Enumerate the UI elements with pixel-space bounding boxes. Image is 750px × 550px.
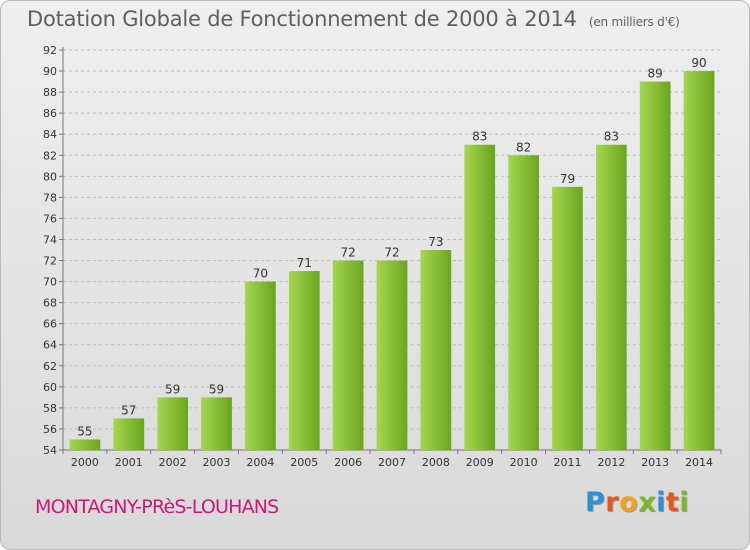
x-tick-label: 2013 — [641, 456, 669, 469]
y-tick-label: 58 — [43, 402, 57, 415]
bar-2005 — [288, 271, 320, 450]
y-tick-label: 68 — [43, 297, 57, 310]
bar-value-label: 59 — [165, 382, 180, 396]
bar-value-label: 72 — [384, 246, 399, 260]
bar-2003 — [201, 397, 232, 450]
logo-letter: x — [638, 487, 657, 518]
bar-2012 — [595, 144, 627, 450]
x-tick-label: 2011 — [553, 456, 581, 469]
x-tick-label: 2004 — [246, 456, 274, 469]
y-tick-label: 70 — [43, 276, 57, 289]
x-tick-label: 2003 — [203, 456, 231, 469]
x-tick-label: 2006 — [334, 456, 362, 469]
x-tick-label: 2005 — [290, 456, 318, 469]
y-tick-label: 54 — [43, 444, 57, 457]
y-tick-label: 84 — [43, 128, 57, 141]
x-tick-label: 2007 — [378, 456, 406, 469]
bar-value-label: 79 — [560, 172, 575, 186]
bar-2010 — [508, 155, 539, 450]
logo-letter: r — [605, 487, 620, 518]
bar-2002 — [157, 397, 189, 450]
bar-2001 — [113, 418, 145, 450]
y-tick-label: 86 — [43, 107, 57, 120]
logo-letter: i — [656, 487, 666, 518]
y-tick-label: 76 — [43, 212, 57, 225]
bar-2006 — [332, 260, 364, 450]
y-tick-label: 88 — [43, 86, 57, 99]
bar-value-label: 90 — [691, 56, 706, 70]
y-tick-label: 64 — [43, 339, 57, 352]
y-tick-label: 60 — [43, 381, 57, 394]
bar-value-label: 59 — [209, 382, 224, 396]
bar-value-label: 73 — [428, 235, 443, 249]
y-tick-label: 92 — [43, 44, 57, 57]
y-tick-label: 62 — [43, 360, 57, 373]
chart-title: Dotation Globale de Fonctionnement de 20… — [27, 7, 680, 31]
y-tick-label: 74 — [43, 233, 57, 246]
y-tick-label: 56 — [43, 423, 57, 436]
bar-2000 — [69, 439, 101, 450]
bar-value-label: 57 — [121, 403, 136, 417]
chart-subtitle: (en milliers d'€) — [588, 15, 680, 29]
commune-name: MONTAGNY-PRèS-LOUHANS — [35, 496, 279, 518]
proxiti-logo: Proxiti — [585, 487, 689, 518]
logo-letter: i — [679, 487, 690, 518]
bar-value-label: 89 — [648, 67, 663, 81]
y-tick-label: 80 — [43, 170, 57, 183]
y-tick-label: 78 — [43, 191, 57, 204]
y-tick-label: 72 — [43, 255, 57, 268]
x-tick-label: 2009 — [466, 456, 494, 469]
bar-2011 — [552, 186, 583, 450]
bar-2004 — [245, 281, 276, 450]
x-tick-label: 2010 — [510, 456, 538, 469]
bar-2009 — [464, 144, 496, 450]
bar-value-label: 83 — [604, 130, 619, 144]
bar-2014 — [683, 71, 715, 450]
x-tick-label: 2000 — [71, 456, 99, 469]
bar-2007 — [376, 260, 408, 450]
y-tick-label: 90 — [43, 65, 57, 78]
bar-value-label: 82 — [516, 140, 531, 154]
bar-2013 — [639, 81, 671, 450]
chart-title-text: Dotation Globale de Fonctionnement de 20… — [27, 7, 577, 31]
bar-2008 — [420, 250, 452, 450]
bar-value-label: 71 — [297, 256, 312, 270]
y-tick-label: 66 — [43, 318, 57, 331]
bar-value-label: 83 — [472, 130, 487, 144]
x-tick-label: 2002 — [159, 456, 187, 469]
x-tick-label: 2001 — [115, 456, 143, 469]
x-tick-label: 2012 — [597, 456, 625, 469]
bar-value-label: 72 — [340, 246, 355, 260]
logo-letter: P — [585, 487, 606, 518]
logo-letter: t — [665, 487, 680, 518]
x-tick-label: 2008 — [422, 456, 450, 469]
x-tick-label: 2014 — [685, 456, 713, 469]
y-tick-label: 82 — [43, 149, 57, 162]
bar-value-label: 55 — [77, 424, 92, 438]
bar-value-label: 70 — [253, 267, 268, 281]
logo-letter: o — [619, 487, 639, 518]
